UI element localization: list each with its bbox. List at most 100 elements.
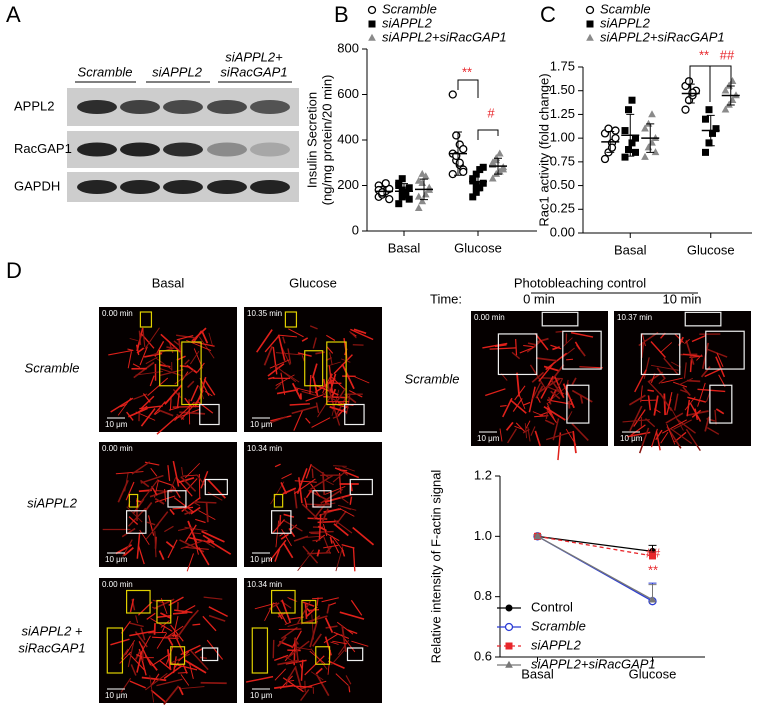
marker	[472, 170, 480, 178]
y-tick-label: 600	[337, 86, 359, 101]
actin-fiber	[544, 419, 555, 426]
actin-fiber	[140, 332, 155, 349]
actin-fiber	[129, 680, 146, 689]
actin-fiber	[177, 651, 190, 662]
actin-fiber	[546, 409, 557, 424]
legend-label: siAPPL2+siRacGAP1	[531, 656, 656, 671]
error-bar	[606, 131, 615, 153]
actin-fiber	[291, 382, 302, 400]
actin-fiber	[192, 532, 202, 535]
marker	[725, 100, 733, 108]
actin-fiber	[128, 407, 148, 418]
actin-fiber	[144, 327, 160, 350]
error-bar	[474, 172, 482, 192]
actin-fiber	[300, 689, 310, 701]
actin-fiber	[670, 406, 684, 431]
actin-fiber	[305, 489, 313, 499]
actin-fiber	[304, 603, 308, 620]
series-line	[537, 535, 653, 553]
actin-fiber	[557, 432, 562, 461]
actin-fiber	[663, 393, 667, 416]
actin-fiber	[129, 598, 135, 613]
actin-fiber	[157, 408, 174, 417]
actin-fiber	[309, 374, 312, 395]
actin-fiber	[325, 480, 334, 486]
micrograph	[99, 578, 237, 703]
actin-fiber	[256, 329, 273, 353]
actin-fiber	[119, 651, 132, 664]
actin-fiber	[352, 526, 375, 546]
marker	[586, 33, 594, 41]
legend-label: Scamble	[600, 1, 651, 16]
actin-fiber	[686, 379, 701, 383]
actin-fiber	[716, 352, 724, 367]
actin-fiber	[310, 671, 324, 681]
roi-box	[125, 510, 147, 534]
actin-fiber	[661, 419, 688, 434]
actin-fiber	[284, 621, 291, 625]
marker	[367, 5, 377, 15]
actin-fiber	[337, 639, 350, 656]
panel-label: A	[6, 2, 21, 27]
roi-box	[159, 350, 179, 387]
actin-fiber	[638, 427, 650, 454]
actin-fiber	[324, 486, 346, 495]
actin-fiber	[151, 485, 158, 496]
roi-box	[684, 311, 722, 327]
actin-fiber	[274, 668, 287, 681]
actin-fiber	[315, 667, 323, 675]
x-tick-label: Basal	[388, 240, 421, 255]
error-bar	[420, 178, 428, 201]
actin-fiber	[136, 532, 141, 559]
marker	[644, 119, 653, 127]
marker	[641, 124, 649, 132]
actin-fiber	[316, 395, 332, 418]
actin-fiber	[167, 539, 178, 559]
actin-fiber	[324, 493, 352, 503]
roi-box	[312, 490, 332, 508]
marker	[448, 169, 457, 179]
actin-fiber	[661, 377, 683, 384]
actin-fiber	[125, 639, 135, 656]
actin-fiber	[208, 614, 226, 622]
x-tick-label: Basal	[521, 666, 554, 681]
actin-fiber	[180, 506, 191, 515]
roi-box	[315, 646, 331, 665]
actin-fiber	[166, 346, 174, 349]
actin-fiber	[650, 341, 666, 358]
actin-fiber	[682, 353, 700, 357]
marker	[492, 169, 501, 177]
actin-fiber	[333, 631, 350, 640]
actin-fiber	[310, 474, 334, 490]
marker	[621, 127, 629, 135]
y-tick-label: 1.0	[474, 528, 492, 543]
actin-fiber	[678, 377, 694, 386]
y-axis-label: Rac1 activity (fold change)	[536, 73, 551, 226]
actin-fiber	[189, 350, 200, 365]
marker	[625, 146, 632, 154]
actin-fiber	[197, 546, 210, 566]
actin-fiber	[562, 383, 575, 409]
actin-fiber	[676, 418, 696, 434]
actin-fiber	[326, 361, 341, 367]
actin-fiber	[534, 333, 549, 351]
roi-box	[705, 330, 745, 370]
actin-fiber	[351, 640, 369, 647]
roi-box	[273, 493, 284, 508]
actin-fiber	[348, 686, 351, 693]
marker	[414, 192, 423, 200]
actin-fiber	[128, 653, 146, 672]
blot-band	[120, 180, 160, 194]
actin-fiber	[284, 372, 300, 383]
actin-fiber	[181, 686, 205, 689]
actin-fiber	[175, 334, 196, 339]
actin-fiber	[332, 469, 348, 483]
actin-fiber	[685, 340, 695, 365]
actin-fiber	[304, 655, 325, 676]
actin-fiber	[175, 477, 193, 497]
actin-fiber	[184, 397, 193, 408]
roi-box	[284, 311, 298, 328]
marker	[395, 182, 403, 189]
actin-fiber	[325, 625, 338, 629]
actin-fiber	[149, 675, 155, 703]
